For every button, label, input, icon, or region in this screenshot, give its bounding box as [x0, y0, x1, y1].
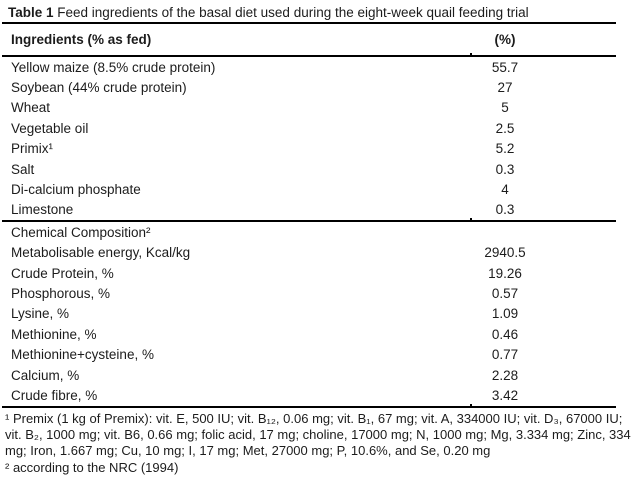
footnote-premix: ¹ Premix (1 kg of Premix): vit. E, 500 I…	[5, 410, 631, 459]
table-row: Phosphorous, % 0.57	[0, 283, 636, 303]
table-header-row: Ingredients (% as fed) (%)	[0, 24, 636, 55]
ingredient-value: 0.3	[495, 161, 515, 177]
composition-value: 0.77	[491, 347, 519, 363]
composition-section: Chemical Composition² Metabolisable ener…	[0, 222, 636, 406]
composition-name: Lysine, %	[11, 306, 70, 322]
ingredient-name: Primix¹	[11, 141, 53, 157]
table-row: Vegetable oil 2.5	[0, 118, 636, 138]
composition-value: 19.26	[488, 265, 522, 281]
footnote-nrc: ² according to the NRC (1994)	[5, 459, 179, 475]
table-row: Lysine, % 1.09	[0, 304, 636, 324]
section-heading-row: Chemical Composition²	[0, 222, 636, 242]
composition-name: Crude fibre, %	[11, 387, 98, 403]
table-row: Yellow maize (8.5% crude protein) 55.7	[0, 57, 636, 77]
composition-name: Phosphorous, %	[11, 285, 111, 301]
caption-rule	[2, 22, 616, 24]
bottom-rule	[2, 403, 616, 408]
composition-value: 1.09	[491, 306, 519, 322]
table-row: Calcium, % 2.28	[0, 365, 636, 385]
ingredient-name: Limestone	[11, 202, 74, 218]
composition-name: Methionine, %	[11, 326, 97, 342]
table-row: Metabolisable energy, Kcal/kg 2940.5	[0, 243, 636, 263]
table-row: Crude Protein, % 19.26	[0, 263, 636, 283]
composition-name: Crude Protein, %	[11, 265, 114, 281]
table-caption-number: Table 1	[8, 5, 54, 20]
composition-value: 2940.5	[484, 245, 526, 261]
composition-value: 3.42	[491, 387, 519, 403]
ingredient-name: Vegetable oil	[11, 120, 89, 136]
footnotes: ¹ Premix (1 kg of Premix): vit. E, 500 I…	[0, 408, 636, 477]
table-row: Methionine+cysteine, % 0.77	[0, 344, 636, 364]
ingredient-value: 27	[497, 80, 513, 96]
section-rule	[2, 218, 616, 223]
composition-value: 0.46	[491, 326, 519, 342]
table-row: Methionine, % 0.46	[0, 324, 636, 344]
table-caption-text: Feed ingredients of the basal diet used …	[53, 5, 529, 20]
composition-value: 0.57	[491, 285, 519, 301]
table-caption: Table 1 Feed ingredients of the basal di…	[0, 0, 636, 22]
header-rule	[2, 53, 616, 57]
ingredient-value: 55.7	[491, 59, 519, 75]
ingredient-value: 0.3	[495, 202, 515, 218]
ingredient-name: Wheat	[11, 100, 51, 116]
ingredient-value: 5.2	[495, 141, 515, 157]
column-header-value: (%)	[494, 32, 516, 47]
table-row: Crude fibre, % 3.42	[0, 385, 636, 405]
composition-name: Metabolisable energy, Kcal/kg	[11, 245, 191, 261]
ingredient-name: Soybean (44% crude protein)	[11, 80, 187, 96]
table-row: Primix¹ 5.2	[0, 139, 636, 159]
ingredient-name: Salt	[11, 161, 35, 177]
ingredients-section: Yellow maize (8.5% crude protein) 55.7 S…	[0, 57, 636, 220]
table-row: Salt 0.3	[0, 159, 636, 179]
table-row: Di-calcium phosphate 4	[0, 179, 636, 199]
column-header-ingredients: Ingredients (% as fed)	[11, 32, 152, 47]
section-heading: Chemical Composition²	[11, 224, 151, 240]
ingredient-value: 5	[501, 100, 509, 116]
ingredient-value: 2.5	[495, 120, 515, 136]
ingredient-name: Di-calcium phosphate	[11, 182, 141, 198]
composition-name: Methionine+cysteine, %	[11, 347, 154, 363]
table-row: Soybean (44% crude protein) 27	[0, 77, 636, 97]
ingredient-name: Yellow maize (8.5% crude protein)	[11, 59, 216, 75]
table-row: Wheat 5	[0, 98, 636, 118]
composition-name: Calcium, %	[11, 367, 80, 383]
ingredient-value: 4	[501, 182, 509, 198]
table-row: Limestone 0.3	[0, 200, 636, 220]
composition-value: 2.28	[491, 367, 519, 383]
